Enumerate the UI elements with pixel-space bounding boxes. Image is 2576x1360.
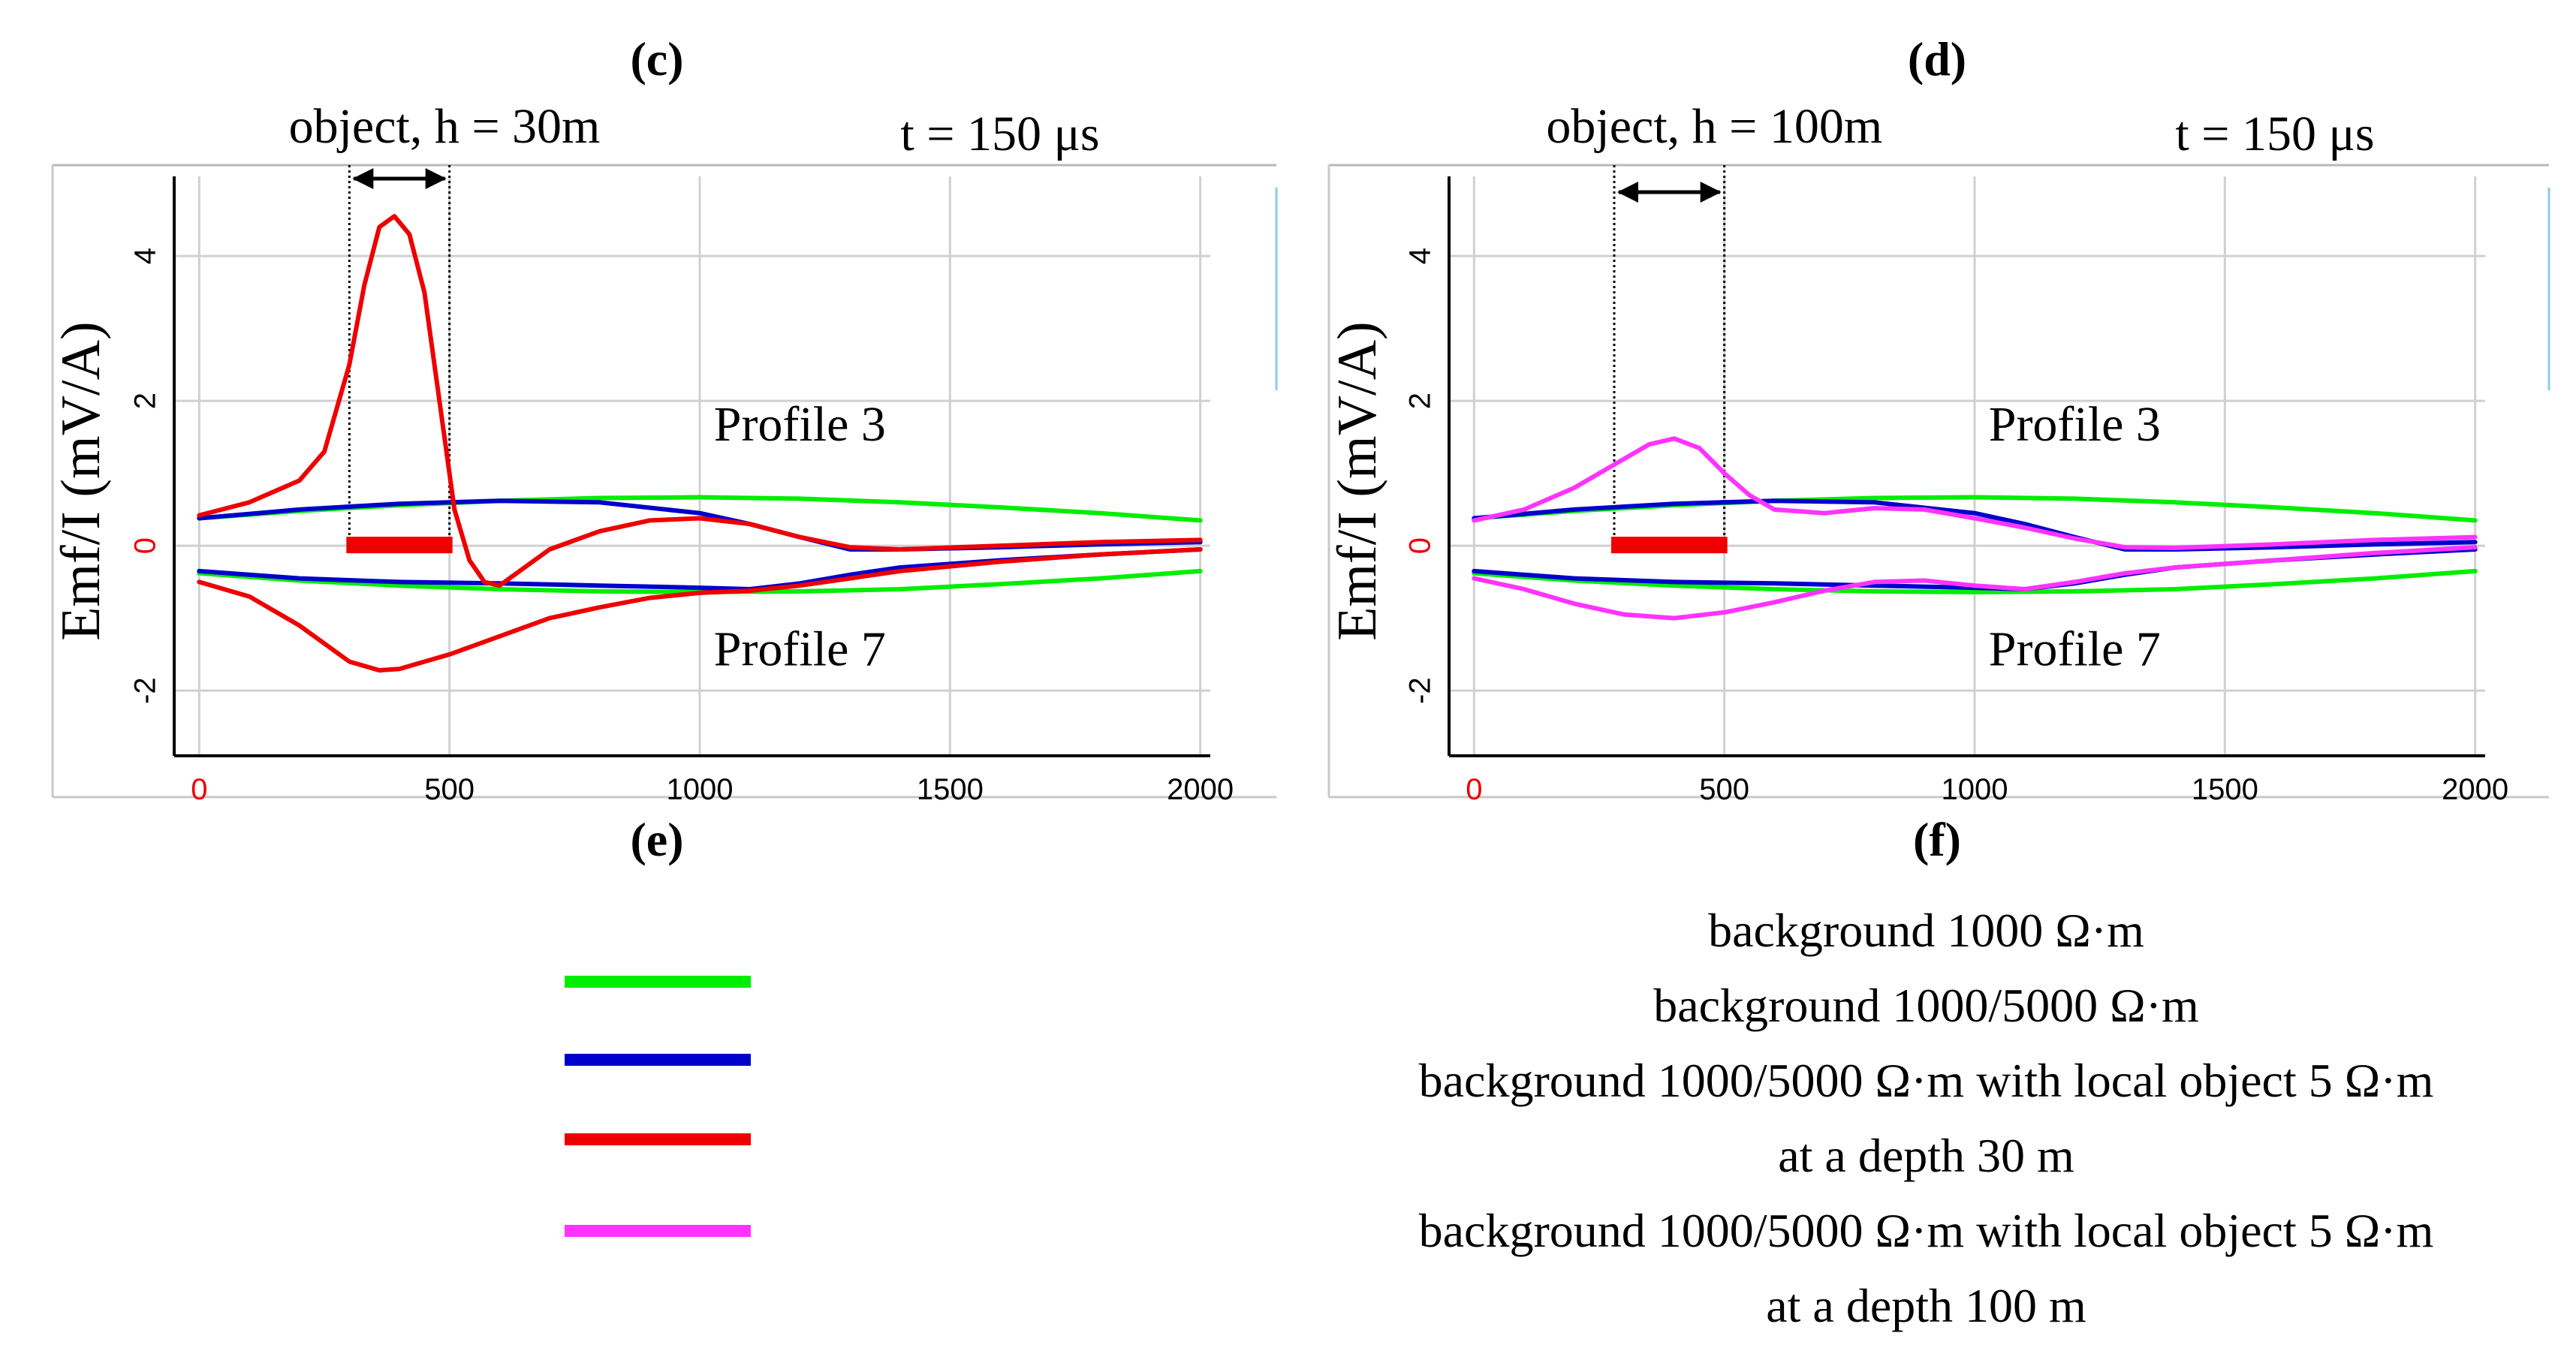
y-tick-label-2: 2 [1404,393,1437,409]
panel-tag: (c) [630,32,683,86]
object-label: object, h = 30m [289,99,601,154]
profile-7-label: Profile 7 [714,621,886,676]
y-tick-label-2: -2 [1404,677,1437,704]
time-label: t = 150 μs [900,107,1099,161]
y-tick-label-0: 0 [129,537,162,554]
series-line-background-1000-5000-m-profile-3 [1472,498,2478,552]
object-label: object, h = 100m [1546,99,1882,154]
object-arrow-head-left [352,168,374,189]
y-tick-label-4: 4 [129,248,162,264]
x-tick-label-1500: 1500 [917,773,984,806]
legend-entry-object-30m: background 1000/5000 Ω·m with local obje… [1418,1054,2434,1107]
panel-tag-e: (e) [630,813,683,866]
legend-entry-background-1000-5000: background 1000/5000 Ω·m [1653,979,2199,1032]
x-tick-label-500: 500 [1699,773,1749,806]
x-tick-label-500: 500 [424,773,475,806]
x-tick-label-2000: 2000 [2442,773,2508,806]
y-tick-label-2: 2 [129,393,162,409]
series-line-local-object-5-m-at-30-m-profile-7 [197,547,1203,673]
x-tick-label-0: 0 [191,773,207,806]
y-axis-label: Emf/I (mV/A) [1327,321,1388,640]
y-axis-label: Emf/I (mV/A) [50,321,112,640]
series-line-local-object-5-m-at-100-m-profile-7 [1472,545,2478,621]
series-line-local-object-5-m-at-30-m-profile-3 [197,214,1203,588]
time-label: t = 150 μs [2175,107,2374,161]
legend-entry-object-100m: background 1000/5000 Ω·m with local obje… [1418,1204,2434,1257]
legend-entry-background-1000: background 1000 Ω·m [1708,904,2144,957]
object-arrow-head-right [1700,182,1722,203]
x-tick-label-1000: 1000 [1942,773,2008,806]
x-tick-label-1500: 1500 [2192,773,2258,806]
profile-3-label: Profile 3 [714,397,886,452]
series-line-local-object-5-m-at-100-m-profile-3 [1472,436,2478,550]
x-tick-label-2000: 2000 [1167,773,1234,806]
panel-tag-f: (f) [1913,813,1961,866]
panel-tags-lower: (e) (f) [630,813,1960,866]
y-tick-label-0: 0 [1404,537,1437,554]
object-bar [346,537,453,554]
profile-7-label: Profile 7 [1989,621,2161,676]
profile-3-label: Profile 3 [1989,397,2161,452]
object-arrow-head-right [425,168,447,189]
panel-tag: (d) [1908,32,1966,86]
x-tick-label-0: 0 [1466,773,1482,806]
y-tick-label-4: 4 [1404,248,1437,264]
legend-entry-object-30m-depth: at a depth 30 m [1778,1129,2074,1182]
y-tick-label-2: -2 [129,677,162,704]
legend-swatches [565,976,751,1237]
panel-c: (c) t = 150 μs 0 500 1000 1500 2000 4 2 0 -2 Emf/I … [50,32,1278,806]
panel-d: (d) t = 150 μs 0 500 1000 1500 2000 4 2 0 -2 Emf/I … [1327,32,2550,806]
series-line-background-1000-m-profile-7 [1472,568,2478,594]
object-arrow-head-left [1617,182,1638,203]
object-bar [1611,537,1728,554]
legend-entry-object-100m-depth: at a depth 100 m [1766,1279,2086,1332]
x-tick-label-1000: 1000 [667,773,734,806]
